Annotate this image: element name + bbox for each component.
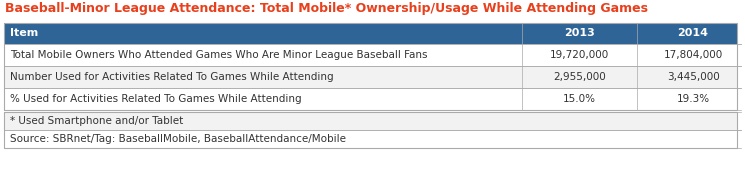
Bar	[4, 88, 737, 110]
Text: 2013: 2013	[564, 29, 595, 38]
Text: * Used Smartphone and/or Tablet: * Used Smartphone and/or Tablet	[10, 116, 183, 126]
Text: 3,445,000: 3,445,000	[667, 72, 720, 82]
Text: Item: Item	[10, 29, 38, 38]
Text: Total Mobile Owners Who Attended Games Who Are Minor League Baseball Fans: Total Mobile Owners Who Attended Games W…	[10, 50, 428, 60]
Text: Source: SBRnet/Tag: BaseballMobile, BaseballAttendance/Mobile: Source: SBRnet/Tag: BaseballMobile, Base…	[10, 134, 346, 144]
Bar	[4, 112, 737, 148]
Text: 17,804,000: 17,804,000	[664, 50, 723, 60]
Bar	[4, 23, 737, 44]
Bar	[4, 66, 737, 88]
Bar	[4, 112, 737, 130]
Bar	[4, 44, 737, 66]
Bar	[4, 130, 737, 148]
Bar	[4, 23, 737, 110]
Text: 19.3%: 19.3%	[676, 94, 710, 104]
Text: Baseball-Minor League Attendance: Total Mobile* Ownership/Usage While Attending : Baseball-Minor League Attendance: Total …	[5, 2, 648, 15]
Text: 19,720,000: 19,720,000	[550, 50, 609, 60]
Text: Number Used for Activities Related To Games While Attending: Number Used for Activities Related To Ga…	[10, 72, 334, 82]
Text: 15.0%: 15.0%	[563, 94, 596, 104]
Text: % Used for Activities Related To Games While Attending: % Used for Activities Related To Games W…	[10, 94, 302, 104]
Text: 2,955,000: 2,955,000	[553, 72, 606, 82]
Text: 2014: 2014	[678, 29, 708, 38]
